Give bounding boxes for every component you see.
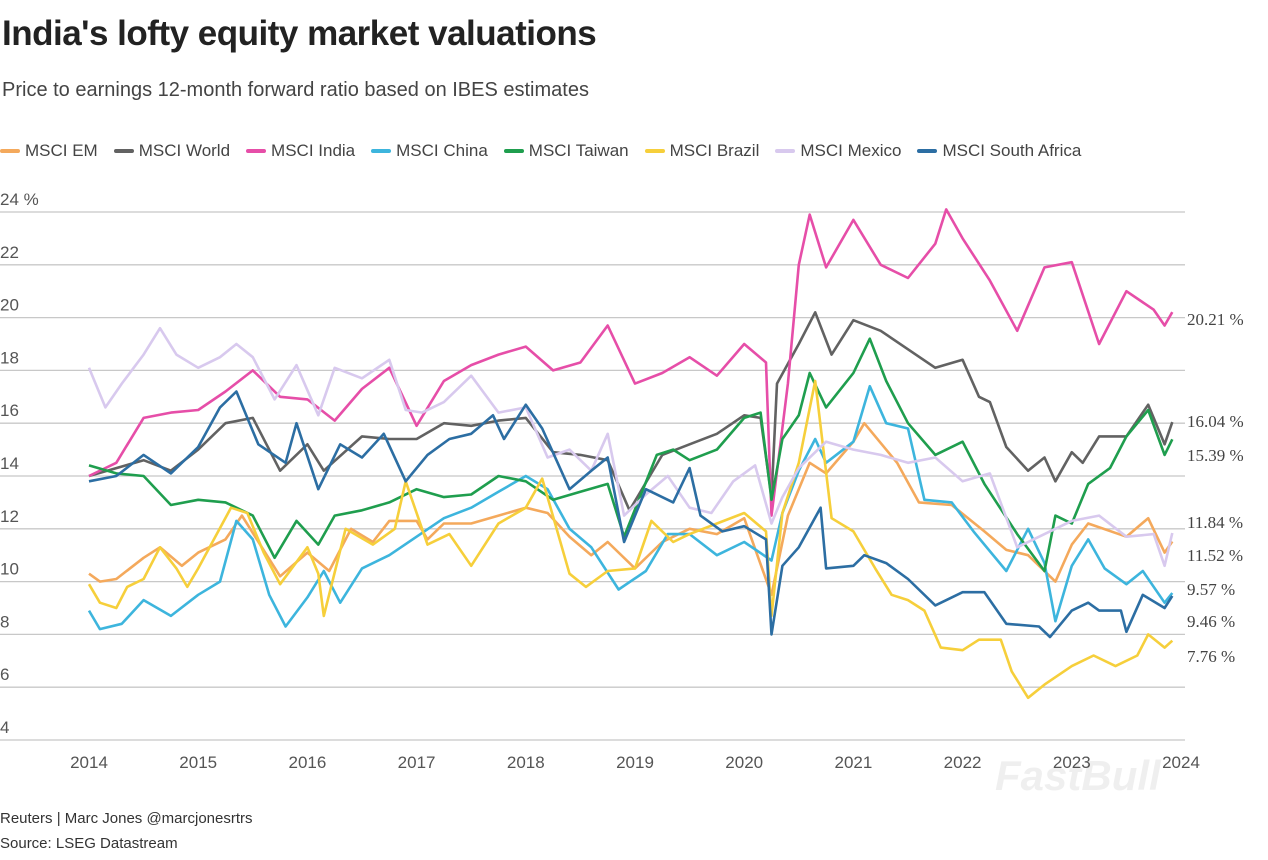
legend-item-msci-taiwan: MSCI Taiwan: [503, 141, 629, 161]
legend-swatch: [503, 149, 524, 153]
y-tick-label: 6: [0, 665, 9, 684]
source-text: Source: LSEG Datastream: [0, 835, 178, 852]
legend-swatch: [113, 149, 134, 153]
x-tick-label: 2024: [1162, 753, 1200, 772]
series-line-msci-brazil: [87, 379, 1174, 700]
end-label-msci-china: 9.57 %: [1187, 580, 1235, 599]
series-line-msci-em: [88, 421, 1174, 597]
y-tick-label: 22: [0, 243, 19, 262]
legend-swatch: [371, 149, 392, 153]
legend-label: MSCI China: [396, 141, 488, 160]
legend-item-msci-india: MSCI India: [246, 141, 355, 161]
end-label-msci-india: 20.21 %: [1187, 310, 1244, 329]
series-line-msci-india: [88, 208, 1174, 517]
end-label-msci-em: 11.52 %: [1187, 546, 1243, 565]
legend-label: MSCI Mexico: [800, 141, 902, 160]
legend-label: MSCI Brazil: [669, 141, 760, 160]
chart-title: India's lofty equity market valuations: [2, 14, 597, 53]
x-tick-label: 2017: [398, 753, 436, 772]
y-tick-label: 18: [0, 348, 19, 367]
y-tick-label: 24 %: [0, 190, 39, 209]
x-tick-label: 2018: [507, 753, 545, 772]
series-line-msci-mexico: [87, 326, 1174, 568]
legend-label: MSCI EM: [25, 141, 98, 160]
legend-item-msci-south-africa: MSCI South Africa: [917, 141, 1081, 161]
y-tick-label: 4: [0, 718, 9, 737]
end-label-msci-brazil: 7.76 %: [1187, 647, 1235, 666]
x-tick-label: 2021: [834, 753, 872, 772]
legend-label: MSCI Taiwan: [528, 141, 629, 160]
y-tick-label: 20: [0, 296, 19, 315]
legend-item-msci-brazil: MSCI Brazil: [644, 141, 760, 161]
series-line-msci-world: [88, 311, 1174, 512]
x-tick-label: 2016: [288, 753, 326, 772]
chart-subtitle: Price to earnings 12-month forward ratio…: [2, 79, 589, 101]
y-tick-label: 12: [0, 507, 19, 526]
legend-label: MSCI World: [138, 141, 231, 160]
end-label-msci-mexico: 11.84 %: [1187, 513, 1243, 532]
x-tick-label: 2019: [616, 753, 654, 772]
end-label-msci-south-africa: 9.46 %: [1187, 612, 1235, 631]
end-label-msci-world: 16.04 %: [1187, 412, 1244, 431]
legend-item-msci-world: MSCI World: [113, 141, 231, 161]
credit-text: Reuters | Marc Jones @marcjonesrtrs: [0, 810, 253, 827]
legend-label: MSCI India: [271, 141, 356, 160]
series-line-msci-south-africa: [88, 390, 1174, 639]
watermark: FastBull: [995, 752, 1161, 799]
legend-item-msci-china: MSCI China: [371, 141, 488, 161]
legend-label: MSCI South Africa: [942, 141, 1082, 160]
x-tick-label: 2020: [725, 753, 763, 772]
legend-item-msci-mexico: MSCI Mexico: [775, 141, 901, 161]
y-tick-label: 8: [0, 612, 9, 631]
end-label-msci-taiwan: 15.39 %: [1187, 446, 1244, 465]
legend-swatch: [0, 149, 20, 153]
legend-swatch: [775, 149, 796, 153]
x-tick-label: 2023: [1053, 753, 1091, 772]
legend-swatch: [917, 149, 938, 153]
legend-swatch: [246, 149, 267, 153]
x-tick-label: 2014: [70, 753, 108, 772]
legend-item-msci-em: MSCI EM: [0, 141, 98, 161]
legend-swatch: [644, 149, 665, 153]
y-tick-label: 16: [0, 401, 19, 420]
x-tick-label: 2022: [944, 753, 982, 772]
y-tick-label: 10: [0, 560, 19, 579]
legend: MSCI EM MSCI World MSCI India MSCI China MSC…: [0, 141, 1081, 161]
y-tick-label: 14: [0, 454, 19, 473]
x-tick-label: 2015: [179, 753, 217, 772]
series-line-msci-taiwan: [88, 337, 1174, 573]
